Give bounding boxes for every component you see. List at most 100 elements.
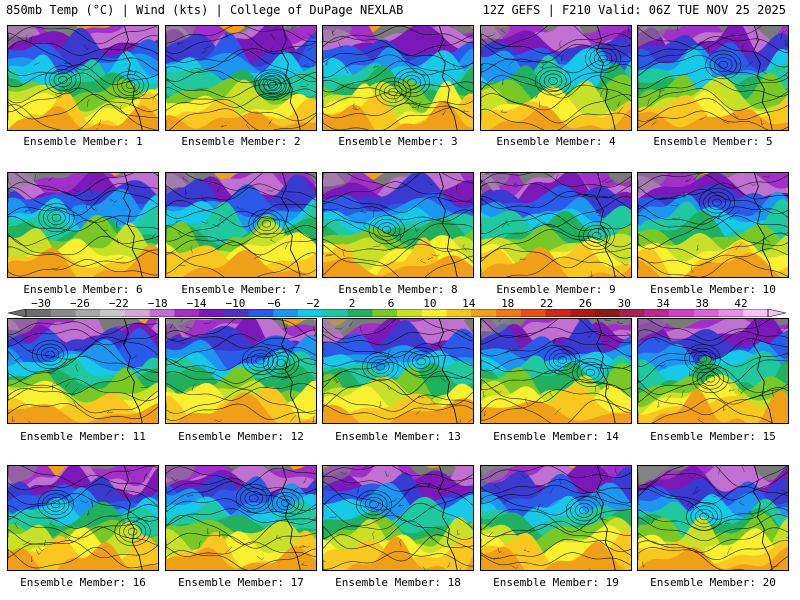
ensemble-member-map [322, 25, 474, 131]
temperature-field [8, 319, 158, 423]
ensemble-member-map [480, 318, 632, 424]
ensemble-member-label: Ensemble Member: 18 [335, 576, 461, 589]
colorbar-segment [273, 309, 299, 317]
colorbar-max-arrow [767, 309, 786, 317]
colorbar-tick-label: 42 [734, 297, 748, 310]
ensemble-member-label: Ensemble Member: 16 [20, 576, 146, 589]
colorbar-segment [495, 309, 521, 317]
colorbar-tick-label: 26 [578, 297, 593, 310]
colorbar-segment [570, 309, 596, 317]
temperature-field [8, 466, 158, 570]
ensemble-member-map [637, 172, 789, 278]
ensemble-member-label: Ensemble Member: 11 [20, 430, 146, 443]
temperature-field [638, 26, 788, 130]
temperature-colorbar [8, 309, 786, 317]
colorbar-segment [693, 309, 719, 317]
colorbar-segment [149, 309, 175, 317]
colorbar-segment [446, 309, 472, 317]
temperature-field [166, 173, 316, 277]
ensemble-member-map [7, 318, 159, 424]
temperature-field [8, 26, 158, 130]
ensemble-member-label: Ensemble Member: 1 [23, 135, 143, 148]
temperature-field [166, 319, 316, 423]
ensemble-member-label: Ensemble Member: 13 [335, 430, 461, 443]
colorbar-tick-label: −26 [69, 297, 90, 310]
ensemble-member-map [637, 318, 789, 424]
temperature-field [481, 26, 631, 130]
colorbar-segment [545, 309, 571, 317]
temperature-field [481, 173, 631, 277]
ensemble-member-label: Ensemble Member: 19 [493, 576, 619, 589]
ensemble-member-map [165, 172, 317, 278]
colorbar-segment [248, 309, 274, 317]
colorbar-tick-label: −30 [31, 297, 51, 310]
ensemble-member-label: Ensemble Member: 10 [650, 283, 776, 296]
colorbar-tick-label: 18 [501, 297, 515, 310]
colorbar-segment [594, 309, 620, 317]
ensemble-member-map [637, 465, 789, 571]
colorbar-tick-label: 10 [423, 297, 437, 310]
ensemble-member-map [322, 465, 474, 571]
colorbar-tick-label: −10 [225, 297, 246, 310]
ensemble-member-map [480, 25, 632, 131]
colorbar-segment [223, 309, 249, 317]
ensemble-member-label: Ensemble Member: 8 [338, 283, 458, 296]
temperature-field [323, 173, 473, 277]
colorbar-segment [397, 309, 423, 317]
colorbar-tick-label: 22 [539, 297, 554, 310]
colorbar-segment [322, 309, 348, 317]
colorbar-segment [26, 309, 52, 317]
ensemble-member-label: Ensemble Member: 20 [650, 576, 776, 589]
ensemble-member-map [480, 172, 632, 278]
temperature-field [166, 466, 316, 570]
colorbar-tick-label: −2 [306, 297, 320, 310]
temperature-field [638, 319, 788, 423]
colorbar-segment [644, 309, 670, 317]
temperature-field [481, 319, 631, 423]
colorbar-tick-label: 2 [348, 297, 356, 310]
ensemble-member-label: Ensemble Member: 4 [496, 135, 616, 148]
run-valid-time: 12Z GEFS | F210 Valid: 06Z TUE NOV 25 20… [482, 3, 786, 17]
temperature-field [323, 26, 473, 130]
ensemble-member-map [7, 25, 159, 131]
colorbar-segment [718, 309, 744, 317]
colorbar-tick-label: −6 [267, 297, 281, 310]
temperature-field [638, 173, 788, 277]
colorbar-segment [471, 309, 497, 317]
ensemble-member-label: Ensemble Member: 6 [23, 283, 143, 296]
ensemble-member-label: Ensemble Member: 12 [178, 430, 304, 443]
colorbar-tick-label: 38 [695, 297, 709, 310]
colorbar-segment [100, 309, 126, 317]
colorbar-tick-label: −22 [108, 297, 129, 310]
ensemble-member-label: Ensemble Member: 2 [181, 135, 301, 148]
colorbar-min-arrow [8, 309, 27, 317]
ensemble-member-map [7, 172, 159, 278]
colorbar-segment [174, 309, 200, 317]
ensemble-member-label: Ensemble Member: 15 [650, 430, 776, 443]
colorbar-segment [619, 309, 645, 317]
ensemble-member-map [165, 318, 317, 424]
ensemble-member-map [322, 318, 474, 424]
colorbar-segment [421, 309, 447, 317]
colorbar-segment [50, 309, 76, 317]
colorbar-segment [347, 309, 373, 317]
ensemble-member-map [480, 465, 632, 571]
ensemble-member-label: Ensemble Member: 17 [178, 576, 304, 589]
colorbar-segment [743, 309, 769, 317]
colorbar-segment [199, 309, 225, 317]
colorbar-tick-label: 30 [617, 297, 631, 310]
temperature-field [638, 466, 788, 570]
colorbar-tick-label: 14 [462, 297, 476, 310]
ensemble-member-map [165, 25, 317, 131]
ensemble-member-map [7, 465, 159, 571]
ensemble-member-label: Ensemble Member: 9 [496, 283, 616, 296]
colorbar-segment [298, 309, 324, 317]
temperature-field [323, 319, 473, 423]
ensemble-member-label: Ensemble Member: 3 [338, 135, 458, 148]
temperature-field [481, 466, 631, 570]
temperature-field [166, 26, 316, 130]
colorbar-segment [75, 309, 101, 317]
colorbar-segment [124, 309, 150, 317]
temperature-field [323, 466, 473, 570]
map-title: 850mb Temp (°C) | Wind (kts) | College o… [6, 3, 404, 17]
